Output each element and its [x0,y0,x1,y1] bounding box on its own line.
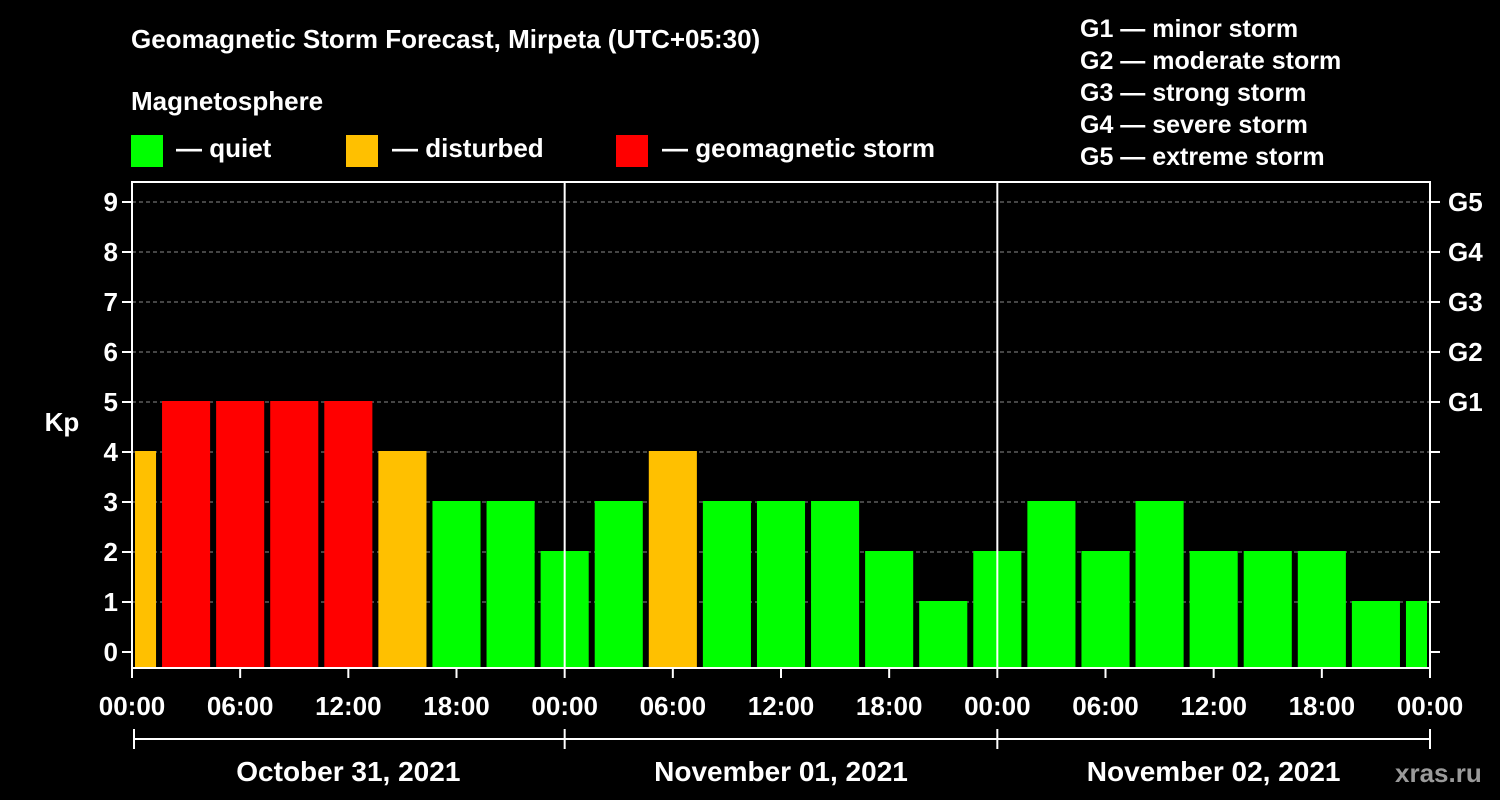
kp-bar [216,401,265,668]
y-axis-label: Kp [45,407,80,437]
kp-bar [756,501,806,668]
date-label: October 31, 2021 [236,756,460,787]
legend-label-storm: — geomagnetic storm [662,133,936,163]
x-tick-label: 12:00 [315,691,382,721]
kp-bar [162,401,211,668]
x-tick-label: 18:00 [1289,691,1356,721]
kp-bar [1189,551,1238,668]
storm-level-label: G4 [1448,237,1483,267]
kp-bar [648,451,697,668]
x-tick-label: 18:00 [856,691,923,721]
kp-bar [811,501,860,668]
y-tick-label: 9 [104,187,118,217]
kp-bar [1027,501,1076,668]
kp-bar [594,501,643,668]
y-tick-label: 8 [104,237,118,267]
y-tick-label: 7 [104,287,118,317]
storm-level-label: G5 [1448,187,1483,217]
y-tick-label: 1 [104,587,118,617]
legend-label-quiet: — quiet [176,133,272,163]
storm-scale-g5: G5 — extreme storm [1080,143,1325,171]
storm-scale-g1: G1 — minor storm [1080,15,1299,43]
chart-title: Geomagnetic Storm Forecast, Mirpeta (UTC… [131,24,761,54]
legend-swatch-disturbed [346,135,378,167]
storm-scale-g2: G2 — moderate storm [1080,47,1342,75]
x-tick-label: 00:00 [531,691,598,721]
kp-bar [1405,601,1427,668]
x-tick-label: 12:00 [1180,691,1247,721]
kp-bar [486,501,535,668]
kp-bar [1351,601,1400,668]
kp-bar [865,551,914,668]
kp-bar [270,401,319,668]
kp-bar [432,501,481,668]
x-tick-label: 06:00 [207,691,274,721]
kp-bar [1135,501,1184,668]
kp-bar [702,501,751,668]
watermark: xras.ru [1395,758,1482,788]
y-tick-label: 6 [104,337,118,367]
legend-swatch-storm [616,135,648,167]
storm-scale-g3: G3 — strong storm [1080,79,1307,107]
y-tick-label: 5 [104,387,118,417]
kp-bar [324,401,373,668]
x-tick-label: 06:00 [640,691,707,721]
y-tick-label: 0 [104,637,118,667]
legend-swatch-quiet [131,135,163,167]
x-tick-label: 12:00 [748,691,815,721]
kp-bar [1243,551,1292,668]
x-tick-label: 00:00 [964,691,1031,721]
storm-level-label: G3 [1448,287,1483,317]
date-label: November 02, 2021 [1087,756,1341,787]
date-label: November 01, 2021 [654,756,908,787]
x-tick-label: 00:00 [1397,691,1464,721]
kp-bar [919,601,968,668]
x-tick-label: 00:00 [99,691,166,721]
kp-bar [378,451,427,668]
y-tick-label: 4 [104,437,119,467]
x-tick-label: 18:00 [423,691,490,721]
x-tick-label: 06:00 [1072,691,1139,721]
kp-bar [135,451,157,668]
legend-heading: Magnetosphere [131,86,324,116]
storm-level-label: G2 [1448,337,1483,367]
y-tick-label: 2 [104,537,118,567]
storm-scale-g4: G4 — severe storm [1080,111,1308,139]
storm-level-label: G1 [1448,387,1483,417]
legend-label-disturbed: — disturbed [392,133,544,163]
kp-bar [1081,551,1130,668]
y-tick-label: 3 [104,487,118,517]
kp-bar [1297,551,1346,668]
